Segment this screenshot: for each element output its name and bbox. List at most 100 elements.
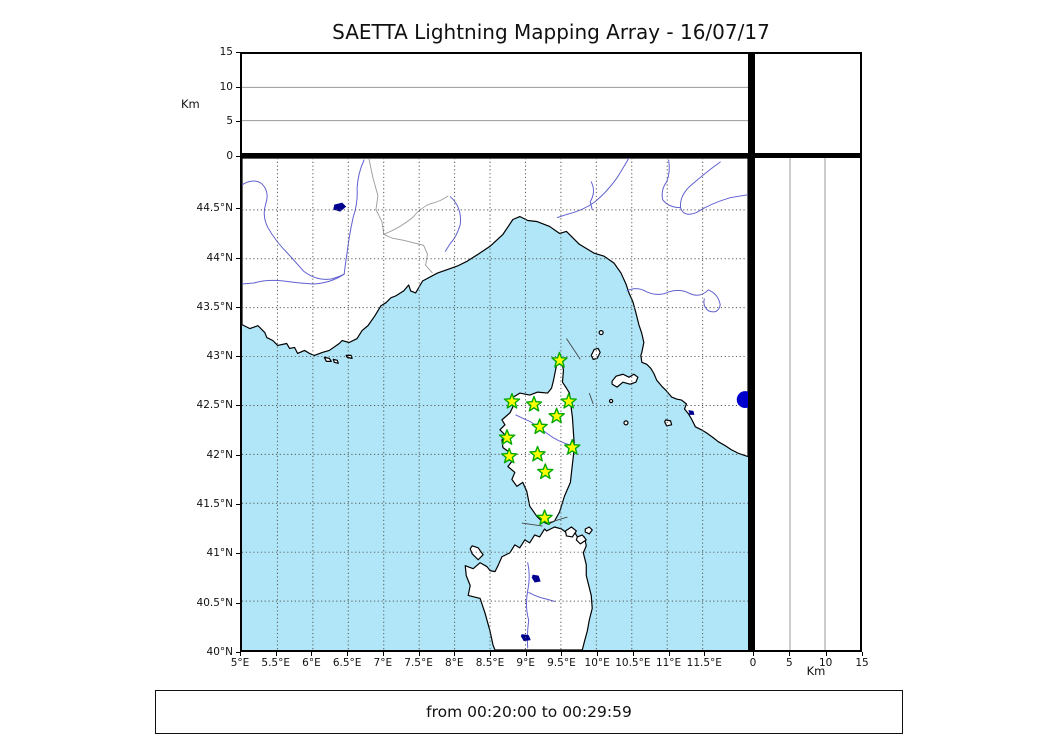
- lma-station-layer: [498, 351, 581, 526]
- river-sardinia-2: [528, 591, 556, 602]
- lon-tick-label: 6°E: [302, 657, 321, 669]
- axis-tickmark: [236, 454, 240, 456]
- axis-tickmark: [454, 652, 456, 656]
- lon-tick-label: 7°E: [373, 657, 393, 669]
- lon-tick-label: 11.5°E: [686, 657, 722, 669]
- axis-tickmark: [311, 652, 313, 656]
- axis-tickmark: [525, 652, 527, 656]
- lon-tick-label: 5.5°E: [261, 657, 290, 669]
- lon-tick-label: 11°E: [655, 657, 682, 669]
- mainland-coastline: [242, 158, 748, 458]
- axis-tickmark: [236, 356, 240, 358]
- axis-tickmark: [825, 652, 827, 656]
- map-panel: [240, 156, 750, 652]
- km-axis-unit-label: Km: [806, 664, 826, 678]
- river-liguria: [589, 181, 594, 211]
- axis-tickmark: [668, 652, 670, 656]
- river-verdon: [343, 159, 365, 275]
- sea-track-line-bonifacio-east: [547, 516, 568, 524]
- alt-tick-label: 0: [226, 150, 233, 162]
- giglio-island: [664, 419, 673, 427]
- lat-tick-label: 44.5°N: [196, 202, 233, 215]
- lightning-source-layer: [736, 391, 748, 409]
- km-tick-label: 15: [855, 657, 869, 669]
- axis-tickmark: [236, 652, 240, 653]
- sea-track-line-capcorse: [566, 338, 581, 360]
- river-lower: [242, 273, 345, 285]
- river-po-tributary-1: [557, 158, 630, 219]
- lma-station-marker: [563, 438, 581, 455]
- lon-tick-label: 8.5°E: [475, 657, 505, 669]
- lma-station-marker: [536, 509, 553, 526]
- river-durance: [242, 180, 345, 280]
- lat-tick-label: 43°N: [206, 350, 233, 363]
- axis-tickmark: [236, 208, 240, 210]
- axis-tickmark: [418, 652, 420, 656]
- altitude-latitude-plot: [789, 158, 826, 650]
- axis-tickmark: [347, 652, 349, 656]
- river-sardinia-1: [525, 562, 530, 649]
- axis-tickmark: [632, 652, 634, 656]
- km-tick-label: 10: [818, 657, 833, 669]
- lma-station-marker: [500, 447, 518, 464]
- sea-track-line-bonifacio-west: [521, 522, 543, 527]
- axis-tickmark: [704, 652, 706, 656]
- montecristo-island: [623, 420, 629, 426]
- admin-border-alps: [383, 195, 449, 235]
- alt-tick-label: 5: [226, 115, 233, 128]
- altitude-latitude-panel: [753, 156, 862, 652]
- asinara-island: [469, 545, 484, 561]
- axis-tickmark: [275, 652, 277, 656]
- hyeres-islands: [323, 354, 353, 364]
- lon-tick-label: 8°E: [444, 657, 464, 669]
- axis-tickmark: [561, 652, 563, 656]
- lon-tick-label: 7.5°E: [404, 657, 433, 669]
- alt-tick-label: 15: [219, 46, 233, 58]
- axis-tickmark: [236, 121, 240, 123]
- river-po-tributary-3: [661, 159, 682, 209]
- lma-station-marker: [498, 429, 516, 445]
- lat-tick-label: 42.5°N: [196, 399, 233, 412]
- time-range-caption-box: from 00:20:00 to 00:29:59: [155, 690, 903, 734]
- lagoon-orbetello: [688, 409, 695, 415]
- lon-altitude-plot: [242, 86, 748, 122]
- axis-tickmark: [236, 257, 240, 259]
- lma-station-marker: [525, 395, 543, 412]
- page-title: SAETTA Lightning Mapping Array - 16/07/1…: [332, 20, 770, 44]
- lon-tick-label: 10.5°E: [615, 657, 651, 669]
- separator-horizontal: [240, 153, 862, 158]
- lat-tick-label: 44°N: [206, 251, 233, 264]
- river-arno: [626, 288, 721, 313]
- lat-tick-label: 40°N: [206, 646, 233, 658]
- pianosa-island: [608, 398, 614, 404]
- admin-border-france-italy: [368, 158, 433, 274]
- maddalena-islands: [564, 526, 593, 545]
- alt-tick-label: 10: [219, 80, 233, 93]
- lake-coghinas: [531, 574, 541, 583]
- axis-tickmark: [240, 652, 241, 656]
- lon-altitude-panel: [240, 52, 750, 156]
- lat-tick-label: 41°N: [206, 547, 233, 560]
- lma-station-marker: [537, 463, 554, 480]
- lightning-source-dot: [736, 391, 748, 409]
- axis-tickmark: [382, 652, 384, 656]
- map-plot: [242, 158, 748, 650]
- axis-tickmark: [490, 652, 491, 656]
- lon-tick-label: 9°E: [516, 657, 535, 669]
- axis-tickmark: [236, 405, 240, 407]
- lon-tick-label: 9.5°E: [547, 657, 576, 669]
- lat-tick-label: 42°N: [206, 448, 233, 461]
- lma-station-marker: [560, 392, 577, 409]
- km-tick-label: 0: [749, 657, 757, 669]
- axis-tickmark: [789, 652, 791, 656]
- lma-station-marker: [529, 445, 546, 462]
- altitude-axis-unit-label: Km: [181, 97, 200, 111]
- axis-tickmark: [236, 504, 240, 506]
- lat-tick-label: 40.5°N: [196, 596, 233, 609]
- axis-tickmark: [753, 652, 754, 656]
- axis-tickmark: [236, 86, 240, 88]
- separator-vertical: [748, 52, 753, 652]
- lma-station-marker: [531, 418, 548, 435]
- axis-tickmark: [236, 52, 240, 53]
